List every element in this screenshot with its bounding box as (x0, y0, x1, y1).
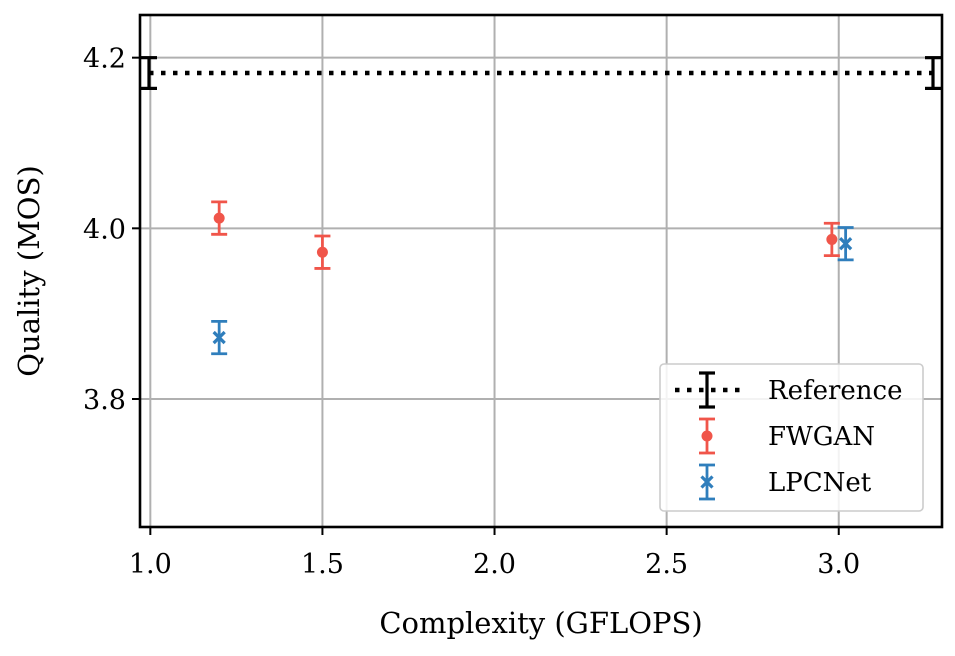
x-tick-label: 2.5 (645, 549, 688, 580)
legend-label: FWGAN (768, 422, 875, 452)
data-point (211, 200, 228, 236)
legend-label: LPCNet (768, 468, 872, 498)
y-tick-label: 4.0 (83, 214, 126, 245)
x-tick-label: 1.0 (129, 549, 172, 580)
x-marker (212, 330, 226, 345)
x-tick-label: 1.5 (301, 549, 344, 580)
series-lpcnet (211, 226, 854, 356)
plot-area (141, 56, 941, 356)
x-tick-label: 2.0 (473, 549, 516, 580)
data-point (314, 234, 331, 270)
legend: Reference FWGAN LPCNet (659, 363, 924, 512)
x-marker (838, 237, 853, 251)
legend-marker (701, 430, 713, 442)
legend-label: Reference (768, 376, 902, 406)
reference-error-bar (141, 56, 157, 90)
legend-entry-lpcnet: LPCNet (699, 463, 872, 501)
ticks: 1.0 1.5 2.0 2.5 3.0 3.8 4.0 4.2 (83, 44, 860, 580)
x-marker-stroke (212, 330, 226, 345)
y-tick-label: 4.2 (83, 44, 126, 75)
legend-entry-reference: Reference (675, 371, 902, 409)
grid (140, 15, 942, 527)
y-axis-label: Quality (MOS) (12, 165, 46, 377)
data-point (211, 319, 228, 356)
x-tick-label: 3.0 (817, 549, 860, 580)
series-fwgan (211, 200, 840, 270)
data-point (823, 221, 840, 258)
legend-entry-fwgan: FWGAN (699, 417, 875, 455)
data-point (837, 226, 854, 262)
y-tick-label: 3.8 (83, 385, 126, 416)
dot-marker (826, 233, 838, 245)
reference-series (141, 56, 941, 90)
legend-marker (700, 475, 714, 489)
reference-error-bar (925, 56, 941, 90)
x-marker-stroke (700, 475, 714, 489)
axes-frame (138, 13, 944, 529)
dot-marker (213, 212, 225, 224)
x-marker-stroke (838, 237, 853, 251)
legend-box (659, 363, 924, 512)
dot-marker (316, 246, 328, 258)
x-axis-label: Complexity (GFLOPS) (379, 606, 702, 640)
legend-items: Reference FWGAN LPCNet (675, 371, 902, 501)
